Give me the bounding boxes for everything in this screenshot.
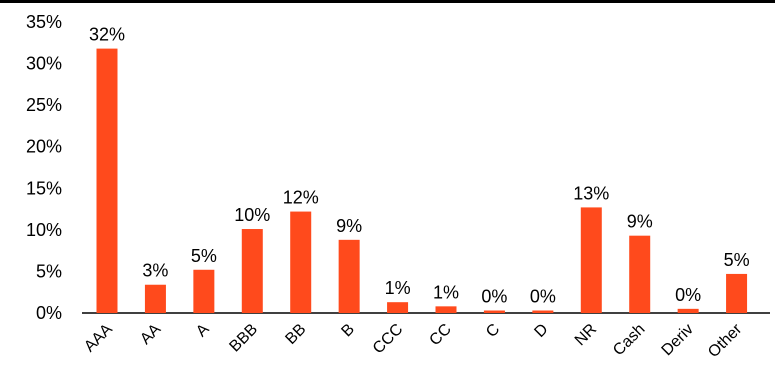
data-label: 1%: [433, 282, 459, 302]
data-label: 5%: [191, 246, 217, 266]
bar-a: [193, 269, 215, 313]
y-tick-label: 5%: [36, 261, 62, 281]
category-label: Deriv: [659, 321, 697, 359]
y-tick-label: 0%: [36, 303, 62, 323]
data-labels: 32% 3% 5% 10% 12% 9% 1% 1% 0% 0% 13% 9% 0% 5%: [89, 25, 750, 307]
data-label: 32%: [89, 25, 125, 45]
bar-other: [726, 273, 748, 313]
data-label: 0%: [481, 287, 507, 307]
y-tick-label: 35%: [26, 12, 62, 32]
bar-cash: [629, 235, 651, 313]
data-label: 10%: [234, 205, 270, 225]
y-tick-label: 15%: [26, 178, 62, 198]
data-label: 0%: [530, 287, 556, 307]
data-label: 9%: [336, 216, 362, 236]
category-label: BB: [282, 321, 309, 348]
bar-ccc: [387, 302, 409, 313]
y-tick-label: 10%: [26, 220, 62, 240]
category-label: B: [338, 321, 358, 341]
bar-cc: [435, 306, 457, 313]
category-label: D: [531, 321, 551, 341]
category-label: NR: [572, 321, 600, 349]
bar-nr: [580, 207, 602, 313]
category-label: A: [193, 321, 213, 341]
category-label: BBB: [226, 321, 261, 356]
data-label: 5%: [724, 250, 750, 270]
category-label: Other: [705, 320, 746, 361]
bar-deriv: [677, 308, 699, 313]
x-axis-category-labels: AAA AA A BBB BB B CCC CC C D NR Cash Deriv Other: [81, 320, 746, 361]
bar-bb: [290, 211, 312, 313]
bar-d: [532, 310, 554, 313]
y-tick-label: 25%: [26, 95, 62, 115]
bar-c: [483, 310, 505, 313]
bar-aaa: [96, 48, 118, 313]
bar-bbb: [241, 229, 263, 313]
category-label: AAA: [81, 321, 116, 356]
category-label: C: [483, 321, 503, 341]
data-label: 0%: [675, 285, 701, 305]
bar-aa: [144, 284, 166, 313]
y-tick-label: 30%: [26, 54, 62, 74]
data-label: 3%: [142, 261, 168, 281]
category-label: AA: [137, 321, 164, 348]
category-label: CCC: [370, 321, 407, 358]
category-label: CC: [426, 321, 454, 349]
bar-b: [338, 239, 360, 313]
data-label: 1%: [385, 278, 411, 298]
data-label: 12%: [283, 188, 319, 208]
y-axis-tick-labels: 0% 5% 10% 15% 20% 25% 30% 35%: [26, 12, 62, 323]
data-label: 13%: [573, 183, 609, 203]
bars: [96, 48, 748, 313]
y-tick-label: 20%: [26, 137, 62, 157]
category-label: Cash: [610, 321, 648, 359]
data-label: 9%: [627, 212, 653, 232]
